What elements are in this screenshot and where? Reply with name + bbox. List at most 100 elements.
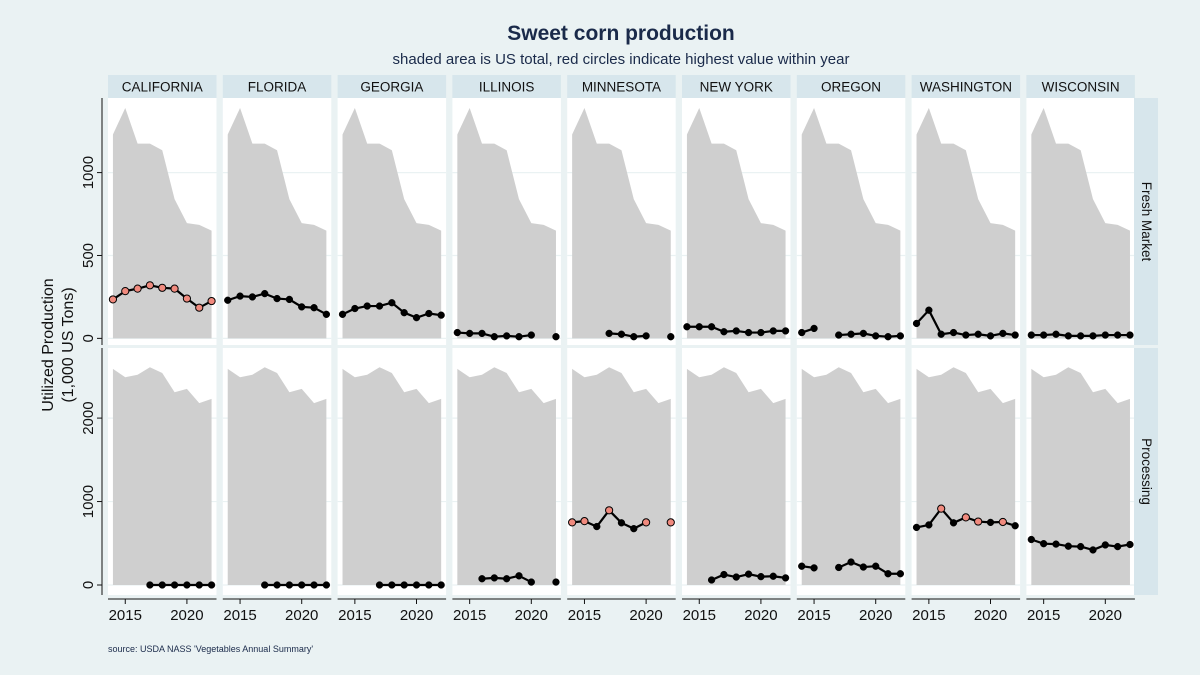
point-oregon-processing-2021 <box>884 570 892 578</box>
point-minnesota-processing-2020 <box>642 518 651 527</box>
point-minnesota-processing-2016 <box>593 522 601 531</box>
point-oregon-processing-2015 <box>810 564 818 572</box>
point-wisconsin-processing-2022 <box>1126 540 1134 549</box>
point-illinois-processing-2022 <box>552 578 560 586</box>
y-axis-label-line-1: Utilized Production <box>40 278 57 411</box>
point-illinois-fresh-market-2019 <box>515 333 523 341</box>
column-strip-california <box>108 75 217 98</box>
point-illinois-fresh-market-2014 <box>453 328 461 337</box>
us-total-area-california-fresh-market <box>112 107 212 339</box>
us-total-area-wisconsin-processing <box>1031 367 1130 585</box>
point-california-processing-2018 <box>158 581 166 589</box>
point-new-york-fresh-market-2017 <box>720 328 728 336</box>
point-california-fresh-market-2018 <box>158 283 167 292</box>
point-oregon-processing-2019 <box>859 563 868 571</box>
column-label-florida: FLORIDA <box>248 80 307 95</box>
point-minnesota-fresh-market-2018 <box>617 330 626 338</box>
point-minnesota-processing-2017 <box>605 506 614 515</box>
us-total-area-georgia-processing <box>342 367 442 585</box>
point-new-york-fresh-market-2020 <box>757 328 765 337</box>
point-oregon-fresh-market-2021 <box>884 333 892 341</box>
row-strip-fresh-market <box>1134 98 1158 345</box>
y-tick-label-processing-0: 0 <box>80 581 97 589</box>
us-total-area-minnesota-processing <box>572 367 671 585</box>
us-total-area-oregon-processing <box>801 367 901 585</box>
point-washington-fresh-market-2016 <box>937 330 945 338</box>
point-new-york-fresh-market-2018 <box>732 327 740 335</box>
point-wisconsin-fresh-market-2022 <box>1126 331 1134 339</box>
y-tick-label-fresh-market-0: 0 <box>80 334 97 342</box>
point-washington-processing-2018 <box>961 513 970 522</box>
source-note: source: USDA NASS 'Vegetables Annual Sum… <box>108 644 313 654</box>
point-georgia-processing-2020 <box>412 581 421 589</box>
point-minnesota-processing-2015 <box>580 517 589 526</box>
point-illinois-fresh-market-2015 <box>466 329 474 338</box>
column-strip-minnesota <box>567 75 676 98</box>
point-california-fresh-market-2019 <box>170 284 179 293</box>
point-minnesota-fresh-market-2019 <box>630 333 638 341</box>
point-washington-processing-2014 <box>912 523 921 532</box>
point-new-york-processing-2018 <box>732 573 740 581</box>
column-strip-illinois <box>452 75 561 98</box>
point-wisconsin-fresh-market-2014 <box>1027 331 1035 339</box>
point-georgia-fresh-market-2020 <box>412 313 421 322</box>
point-oregon-processing-2017 <box>835 563 843 572</box>
x-tick-label-georgia-2015: 2015 <box>338 607 371 624</box>
us-total-area-oregon-fresh-market <box>801 107 901 339</box>
point-new-york-processing-2020 <box>757 572 765 581</box>
point-washington-fresh-market-2015 <box>925 306 933 314</box>
point-florida-fresh-market-2020 <box>298 303 306 311</box>
point-illinois-fresh-market-2018 <box>503 332 511 340</box>
point-florida-processing-2021 <box>310 581 318 589</box>
point-georgia-processing-2017 <box>375 581 384 589</box>
x-tick-label-oregon-2015: 2015 <box>797 607 830 624</box>
y-tick-label-fresh-market-500: 500 <box>80 243 97 268</box>
point-oregon-processing-2022 <box>896 570 905 578</box>
point-wisconsin-fresh-market-2018 <box>1077 332 1085 340</box>
point-georgia-fresh-market-2018 <box>388 299 396 307</box>
x-tick-label-new-york-2015: 2015 <box>683 607 716 624</box>
point-washington-processing-2020 <box>986 518 995 527</box>
point-wisconsin-fresh-market-2020 <box>1101 331 1109 339</box>
x-tick-label-new-york-2020: 2020 <box>744 607 777 624</box>
point-oregon-fresh-market-2017 <box>835 331 843 339</box>
point-washington-processing-2021 <box>998 517 1007 527</box>
point-oregon-fresh-market-2020 <box>872 332 880 340</box>
point-new-york-processing-2021 <box>769 572 777 580</box>
point-florida-fresh-market-2014 <box>224 296 232 304</box>
x-tick-label-illinois-2020: 2020 <box>515 607 548 624</box>
facet-grid: CALIFORNIA 0 500 1000 0 1000 2000 2015 2020 FLORI… <box>80 75 1158 624</box>
point-new-york-fresh-market-2022 <box>781 327 790 335</box>
point-washington-processing-2022 <box>1011 522 1019 530</box>
point-california-processing-2017 <box>146 581 154 589</box>
point-washington-processing-2016 <box>937 504 946 513</box>
row-label-fresh-market: Fresh Market <box>1139 182 1154 262</box>
column-strip-wisconsin <box>1026 75 1135 98</box>
point-illinois-processing-2019 <box>515 572 523 580</box>
point-washington-fresh-market-2014 <box>912 319 921 328</box>
point-minnesota-processing-2022 <box>666 518 675 527</box>
point-georgia-fresh-market-2016 <box>363 302 371 310</box>
us-total-area-washington-fresh-market <box>916 107 1016 339</box>
point-illinois-fresh-market-2016 <box>478 329 486 338</box>
point-illinois-fresh-market-2020 <box>527 331 535 339</box>
point-wisconsin-fresh-market-2019 <box>1089 332 1097 340</box>
point-georgia-fresh-market-2021 <box>425 309 433 318</box>
x-tick-label-minnesota-2020: 2020 <box>629 607 662 624</box>
us-total-area-new-york-fresh-market <box>686 107 786 339</box>
column-label-wisconsin: WISCONSIN <box>1042 80 1120 95</box>
column-strip-georgia <box>337 75 447 98</box>
point-washington-fresh-market-2019 <box>974 330 982 338</box>
point-minnesota-processing-2014 <box>568 518 577 527</box>
point-florida-processing-2017 <box>261 581 269 589</box>
point-illinois-processing-2018 <box>503 575 511 583</box>
point-washington-fresh-market-2021 <box>999 329 1007 338</box>
x-tick-label-minnesota-2015: 2015 <box>568 607 601 624</box>
series-line-minnesota-fresh-market-0 <box>609 332 647 338</box>
point-minnesota-fresh-market-2020 <box>642 332 650 340</box>
point-illinois-fresh-market-2022 <box>552 333 560 341</box>
point-wisconsin-processing-2017 <box>1064 542 1072 550</box>
point-florida-processing-2020 <box>298 581 306 589</box>
point-oregon-fresh-market-2019 <box>859 329 868 338</box>
point-washington-processing-2017 <box>949 519 958 527</box>
